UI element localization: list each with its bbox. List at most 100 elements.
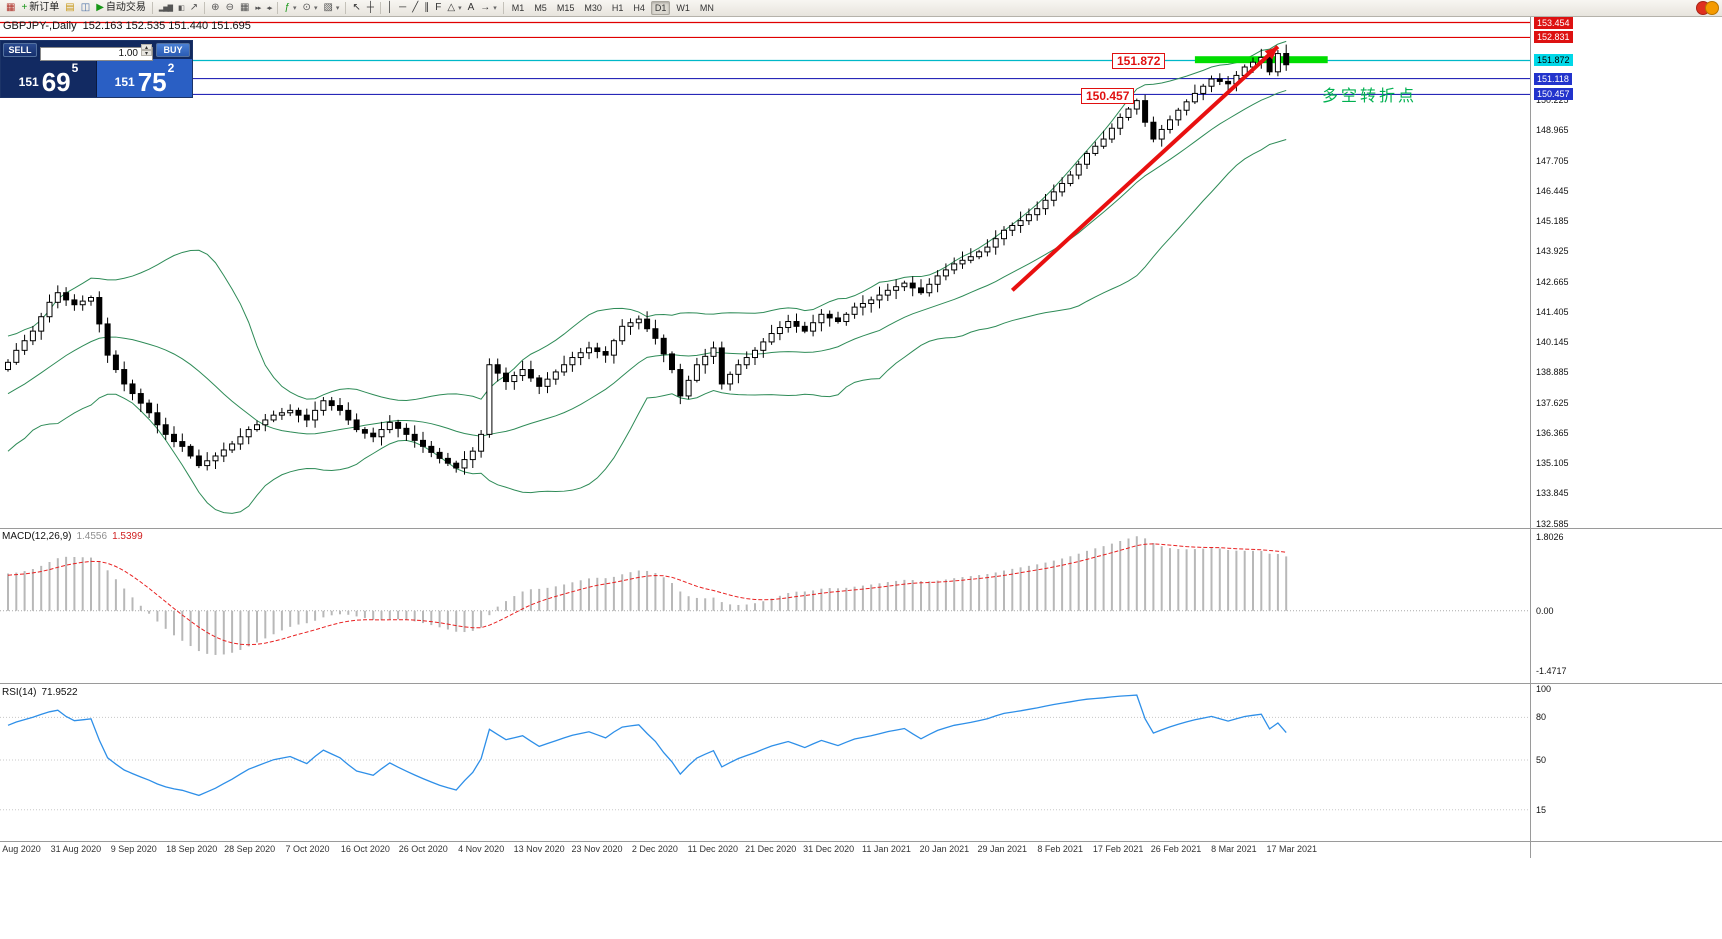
date-tick-label: 9 Sep 2020 [110,844,157,854]
rsi-panel-separator[interactable] [0,683,1722,684]
main-price-chart[interactable] [0,17,1722,528]
timeframe-button-m5[interactable]: M5 [534,3,547,13]
sell-price[interactable]: 151 69 5 [1,59,96,97]
volume-up-button[interactable]: ▴ [141,44,152,51]
timeframe-button-w1[interactable]: W1 [676,3,690,13]
price-tick-label: 140.145 [1536,337,1569,348]
price-tick-label: 132.585 [1536,518,1569,529]
price-level-callout-151872[interactable]: 151.872 [1112,53,1166,69]
new-order-button[interactable]: + 新订单 [18,1,62,16]
new-order-icon: + [21,2,28,13]
rsi-tick-label: 80 [1536,712,1547,723]
market-watch-button[interactable]: ◫ [78,1,93,16]
autotrading-button[interactable]: ▶ 自动交易 [93,1,149,16]
price-level-marker: 152.831 [1534,31,1573,44]
price-tick-label: 143.925 [1536,246,1569,257]
timeframe-button-h4[interactable]: H4 [633,3,645,13]
shapes-button[interactable]: △ ▾ [444,1,464,16]
vertical-line-button[interactable]: │ [384,1,396,16]
text-label-button[interactable]: A [465,1,478,16]
toolbar-separator [502,2,504,14]
sell-price-big: 69 [41,66,71,97]
fibonacci-button[interactable]: F [432,1,444,16]
time-scale[interactable]: 2 Aug 2020 31 Aug 2020 9 Sep 2020 18 Sep 20… [0,844,1530,858]
date-tick-label: 26 Feb 2021 [1150,844,1202,854]
volume-input[interactable] [40,46,153,61]
auto-scroll-button[interactable]: ▸▸ [252,1,263,16]
zoom-out-button[interactable]: ⊖ [223,1,237,16]
notification-badges [1696,1,1719,15]
candlestick-type-button[interactable]: ▮▯ [175,1,187,16]
tile-windows-button[interactable]: ▦ [237,1,252,16]
periods-menu-button[interactable]: ⊙ ▾ [300,1,321,16]
price-scale[interactable]: 150.225148.965147.705146.445145.185143.9… [1533,0,1719,860]
volume-down-button[interactable]: ▾ [141,50,152,57]
toolbar-separator [151,2,153,14]
horizontal-line-button[interactable]: ─ [396,1,409,16]
ohlc-bars-type-button[interactable]: ▂▅▇ [156,1,175,16]
vertical-line-icon: │ [386,2,394,13]
arrows-button[interactable]: → ▾ [477,1,500,16]
autotrading-button-label: 自动交易 [105,2,146,13]
templates-button[interactable]: ▧ ▾ [320,1,342,16]
chart-shift-button[interactable]: ◂▸ [263,1,274,16]
crosshair-button[interactable]: ┼ [364,1,377,16]
chevron-down-icon: ▾ [293,5,297,12]
chevron-down-icon: ▾ [493,5,497,12]
timeframe-button-d1[interactable]: D1 [650,1,671,15]
timeframe-button-m30[interactable]: M30 [584,3,602,13]
sell-button[interactable]: SELL [3,43,37,57]
price-tick-label: 138.885 [1536,367,1569,378]
price-level-callout-150457[interactable]: 150.457 [1081,88,1135,104]
equidistant-channel-button[interactable]: ∥ [421,1,432,16]
macd-panel-separator[interactable] [0,528,1722,529]
rsi-value: 71.9522 [41,687,78,698]
profiles-button[interactable]: ▤ [62,1,77,16]
date-tick-label: 31 Aug 2020 [50,844,102,854]
price-tick-label: 136.365 [1536,427,1569,438]
price-level-marker: 150.457 [1534,88,1573,101]
macd-tick-label: 0.00 [1536,605,1554,616]
date-tick-label: 21 Dec 2020 [745,844,797,854]
timeframe-button-mn[interactable]: MN [699,3,714,13]
buy-button[interactable]: BUY [156,43,190,57]
indicators-button[interactable]: ƒ ▾ [281,1,299,16]
macd-indicator-panel[interactable] [0,528,1722,683]
volume-stepper: ▴ ▾ [40,43,153,61]
notification-badge-orange[interactable] [1705,1,1719,15]
price-tick-label: 142.665 [1536,276,1569,287]
time-scale-separator [0,841,1722,842]
macd-tick-label: 1.8026 [1536,532,1564,542]
symbol-ohlc-header: GBPJPY-,Daily 152.163 152.535 151.440 15… [3,20,251,32]
sell-price-prefix: 151 [18,75,39,89]
price-tick-label: 135.105 [1536,458,1569,469]
trendline-button[interactable]: ╱ [409,1,421,16]
new-chart-button[interactable]: ▦ [3,1,18,16]
rsi-indicator-panel[interactable] [0,683,1722,841]
date-tick-label: 17 Feb 2021 [1092,844,1144,854]
zoom-in-button[interactable]: ⊕ [208,1,222,16]
toolbar-separator [204,2,206,14]
date-tick-label: 11 Dec 2020 [687,844,738,854]
market-watch-icon: ◫ [80,2,91,13]
timeframe-button-h1[interactable]: H1 [611,3,624,13]
ohlc-bars-type-icon: ▂▅▇ [158,4,173,12]
date-tick-label: 8 Mar 2021 [1211,844,1257,854]
price-tick-label: 141.405 [1536,306,1569,317]
zoom-out-icon: ⊖ [225,2,234,13]
macd-name: MACD(12,26,9) [2,531,72,542]
buy-price[interactable]: 151 75 2 [96,59,192,97]
timeframe-button-m15[interactable]: M15 [556,3,575,13]
turning-point-annotation[interactable]: 多空转折点 [1322,86,1418,105]
buy-price-prefix: 151 [114,75,135,89]
line-chart-type-button[interactable]: ↗ [187,1,201,16]
new-order-button-label: 新订单 [29,2,60,13]
date-tick-label: 28 Sep 2020 [224,844,276,854]
cursor-button[interactable]: ↖ [349,1,363,16]
cursor-icon: ↖ [352,2,361,13]
price-tick-label: 147.705 [1536,155,1569,166]
macd-main-value: 1.4556 [76,531,108,542]
macd-label: MACD(12,26,9) 1.4556 1.5399 [2,531,143,542]
timeframe-button-m1[interactable]: M1 [511,3,525,13]
